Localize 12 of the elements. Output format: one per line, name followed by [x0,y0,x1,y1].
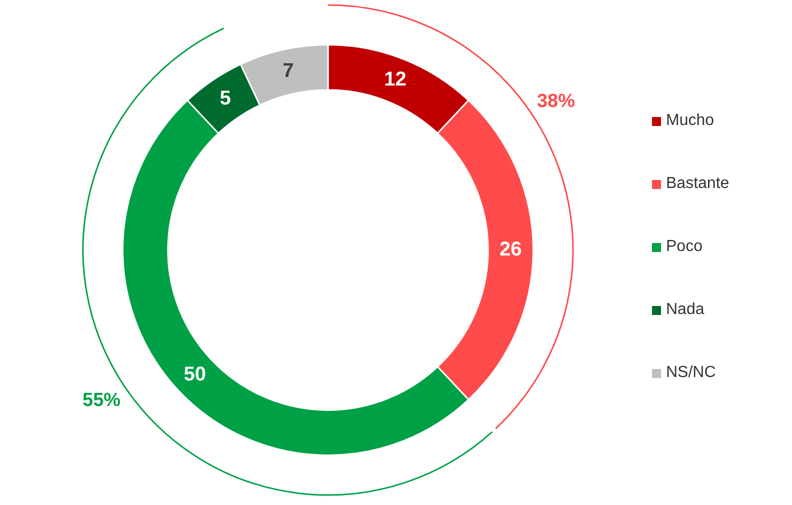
legend-label: NS/NC [666,364,716,382]
data-label: 26 [500,238,522,261]
data-label: 12 [384,68,406,91]
data-label: 7 [282,60,294,82]
data-label: 5 [220,87,231,110]
legend-label: Poco [666,238,702,256]
data-label: 50 [184,364,206,386]
text: 55% [82,390,121,411]
text: 38% [536,90,576,112]
legend-label: Bastante [666,175,730,193]
legend-label: Mucho [666,112,714,130]
legend-label: Nada [666,301,704,319]
